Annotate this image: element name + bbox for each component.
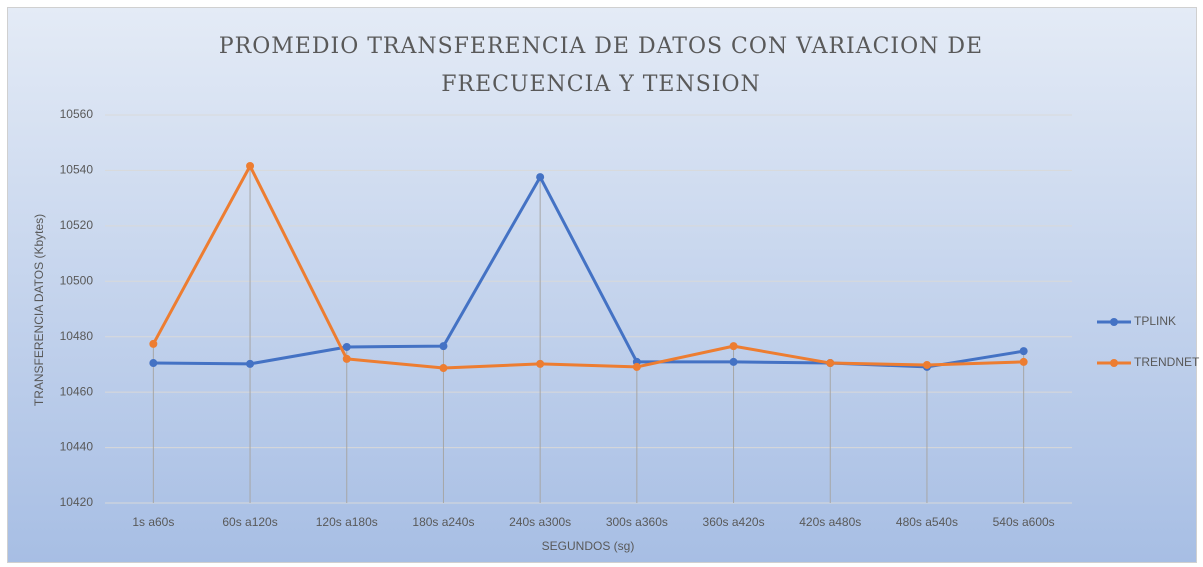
chart-title: PROMEDIO TRANSFERENCIA DE DATOS CON VARI… [218,34,984,97]
x-tick-label: 480s a540s [896,515,958,529]
x-tick-label: 540s a600s [993,515,1055,529]
x-axis-label: SEGUNDOS (sg) [542,539,635,553]
data-point [536,359,545,368]
x-tick-label: 420s a480s [799,515,861,529]
y-tick-label: 10500 [60,273,94,287]
x-tick-label: 240s a300s [509,515,571,529]
data-point [826,359,835,368]
chart-background [7,7,1197,563]
data-point [439,364,448,373]
data-point [342,354,351,363]
data-point [922,360,931,369]
y-tick-label: 10480 [60,329,94,343]
x-tick-label: 360s a420s [703,515,765,529]
y-tick-label: 10520 [60,218,94,232]
x-tick-label: 120s a180s [316,515,378,529]
data-point [246,161,255,170]
x-tick-label: 1s a60s [132,515,174,529]
legend-marker [1110,318,1118,326]
data-point [342,342,351,351]
series-line [152,164,1024,370]
legend-label: TRENDNET [1134,355,1200,369]
data-point [632,362,641,371]
data-point [149,359,158,368]
x-tick-label: 180s a240s [412,515,474,529]
data-point [729,357,738,366]
y-tick-label: 10560 [60,107,94,121]
y-tick-label: 10420 [60,495,94,509]
data-point [536,173,545,182]
legend-marker [1110,359,1118,367]
y-tick-label: 10460 [60,384,94,398]
y-tick-label: 10440 [60,440,94,454]
y-axis-label: TRANSFERENCIA DATOS (Kbytes) [32,214,46,406]
data-point [246,359,255,368]
data-point [1019,357,1028,366]
y-tick-label: 10540 [60,163,94,177]
legend-label: TPLINK [1134,314,1176,328]
data-point [149,339,158,348]
data-point [729,342,738,351]
data-point [439,342,448,351]
x-tick-label: 300s a360s [606,515,668,529]
x-tick-label: 60s a120s [222,515,277,529]
data-point [1019,347,1028,356]
